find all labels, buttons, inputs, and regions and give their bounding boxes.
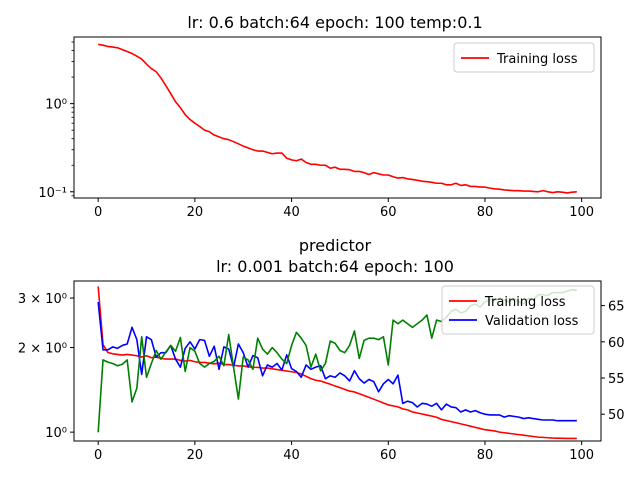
bottom-x-tick-label: 20: [187, 448, 204, 463]
top-plot: 0 20 40 60 80 100 10⁰ 10⁻¹ Training loss: [38, 36, 602, 220]
bottom-x-tick-label: 0: [94, 448, 102, 463]
top-x-tick-label: 20: [187, 205, 204, 220]
bottom-y-tick-label: 3 × 10⁰: [18, 292, 67, 307]
bottom-y-tick-label: 10⁰: [45, 426, 67, 441]
bottom-legend: Training loss Validation loss: [441, 285, 595, 335]
top-x-tick-label: 60: [380, 205, 397, 220]
bottom-x-tick-label: 40: [283, 448, 300, 463]
bottom-x-tick-label: 100: [569, 448, 594, 463]
top-y-tick-label: 10⁻¹: [38, 186, 67, 201]
bottom-series-line-1: [97, 301, 577, 422]
bottom-y2-tick-label: 65: [608, 300, 625, 315]
bottom-y-tick-label: 2 × 10⁰: [18, 342, 67, 357]
bottom-x-tick-label: 60: [380, 448, 397, 463]
bottom-y2-tick-label: 60: [608, 336, 625, 351]
top-legend-box: [453, 42, 595, 73]
bottom-y2-tick-label: 55: [608, 372, 625, 387]
bottom-plot: 0 20 40 60 80 100 3 × 10⁰ 2 × 10⁰ 10⁰ 50 55 60 65 Tra…: [18, 280, 625, 463]
top-series-line-0: [98, 43, 577, 194]
top-x-tick-label: 80: [477, 205, 494, 220]
top-legend-label-0: Training loss: [496, 52, 578, 67]
top-x-tick-label: 40: [283, 205, 300, 220]
bottom-chart-subtitle: lr: 0.001 batch:64 epoch: 100: [216, 257, 454, 276]
bottom-chart-title: predictor: [299, 236, 372, 255]
top-legend: Training loss: [453, 42, 595, 73]
top-x-tick-label: 100: [569, 205, 594, 220]
bottom-series-line-0: [97, 286, 577, 440]
top-y-tick-label: 10⁰: [45, 98, 67, 113]
bottom-legend-label-1: Validation loss: [485, 314, 579, 329]
bottom-x-tick-label: 80: [477, 448, 494, 463]
bottom-legend-label-0: Training loss: [484, 295, 566, 310]
bottom-legend-box: [441, 285, 595, 335]
bottom-axes-frame: [73, 280, 602, 442]
bottom-y2-tick-label: 50: [608, 408, 625, 423]
top-chart-title: lr: 0.6 batch:64 epoch: 100 temp:0.1: [187, 13, 482, 32]
top-x-tick-label: 0: [94, 205, 102, 220]
